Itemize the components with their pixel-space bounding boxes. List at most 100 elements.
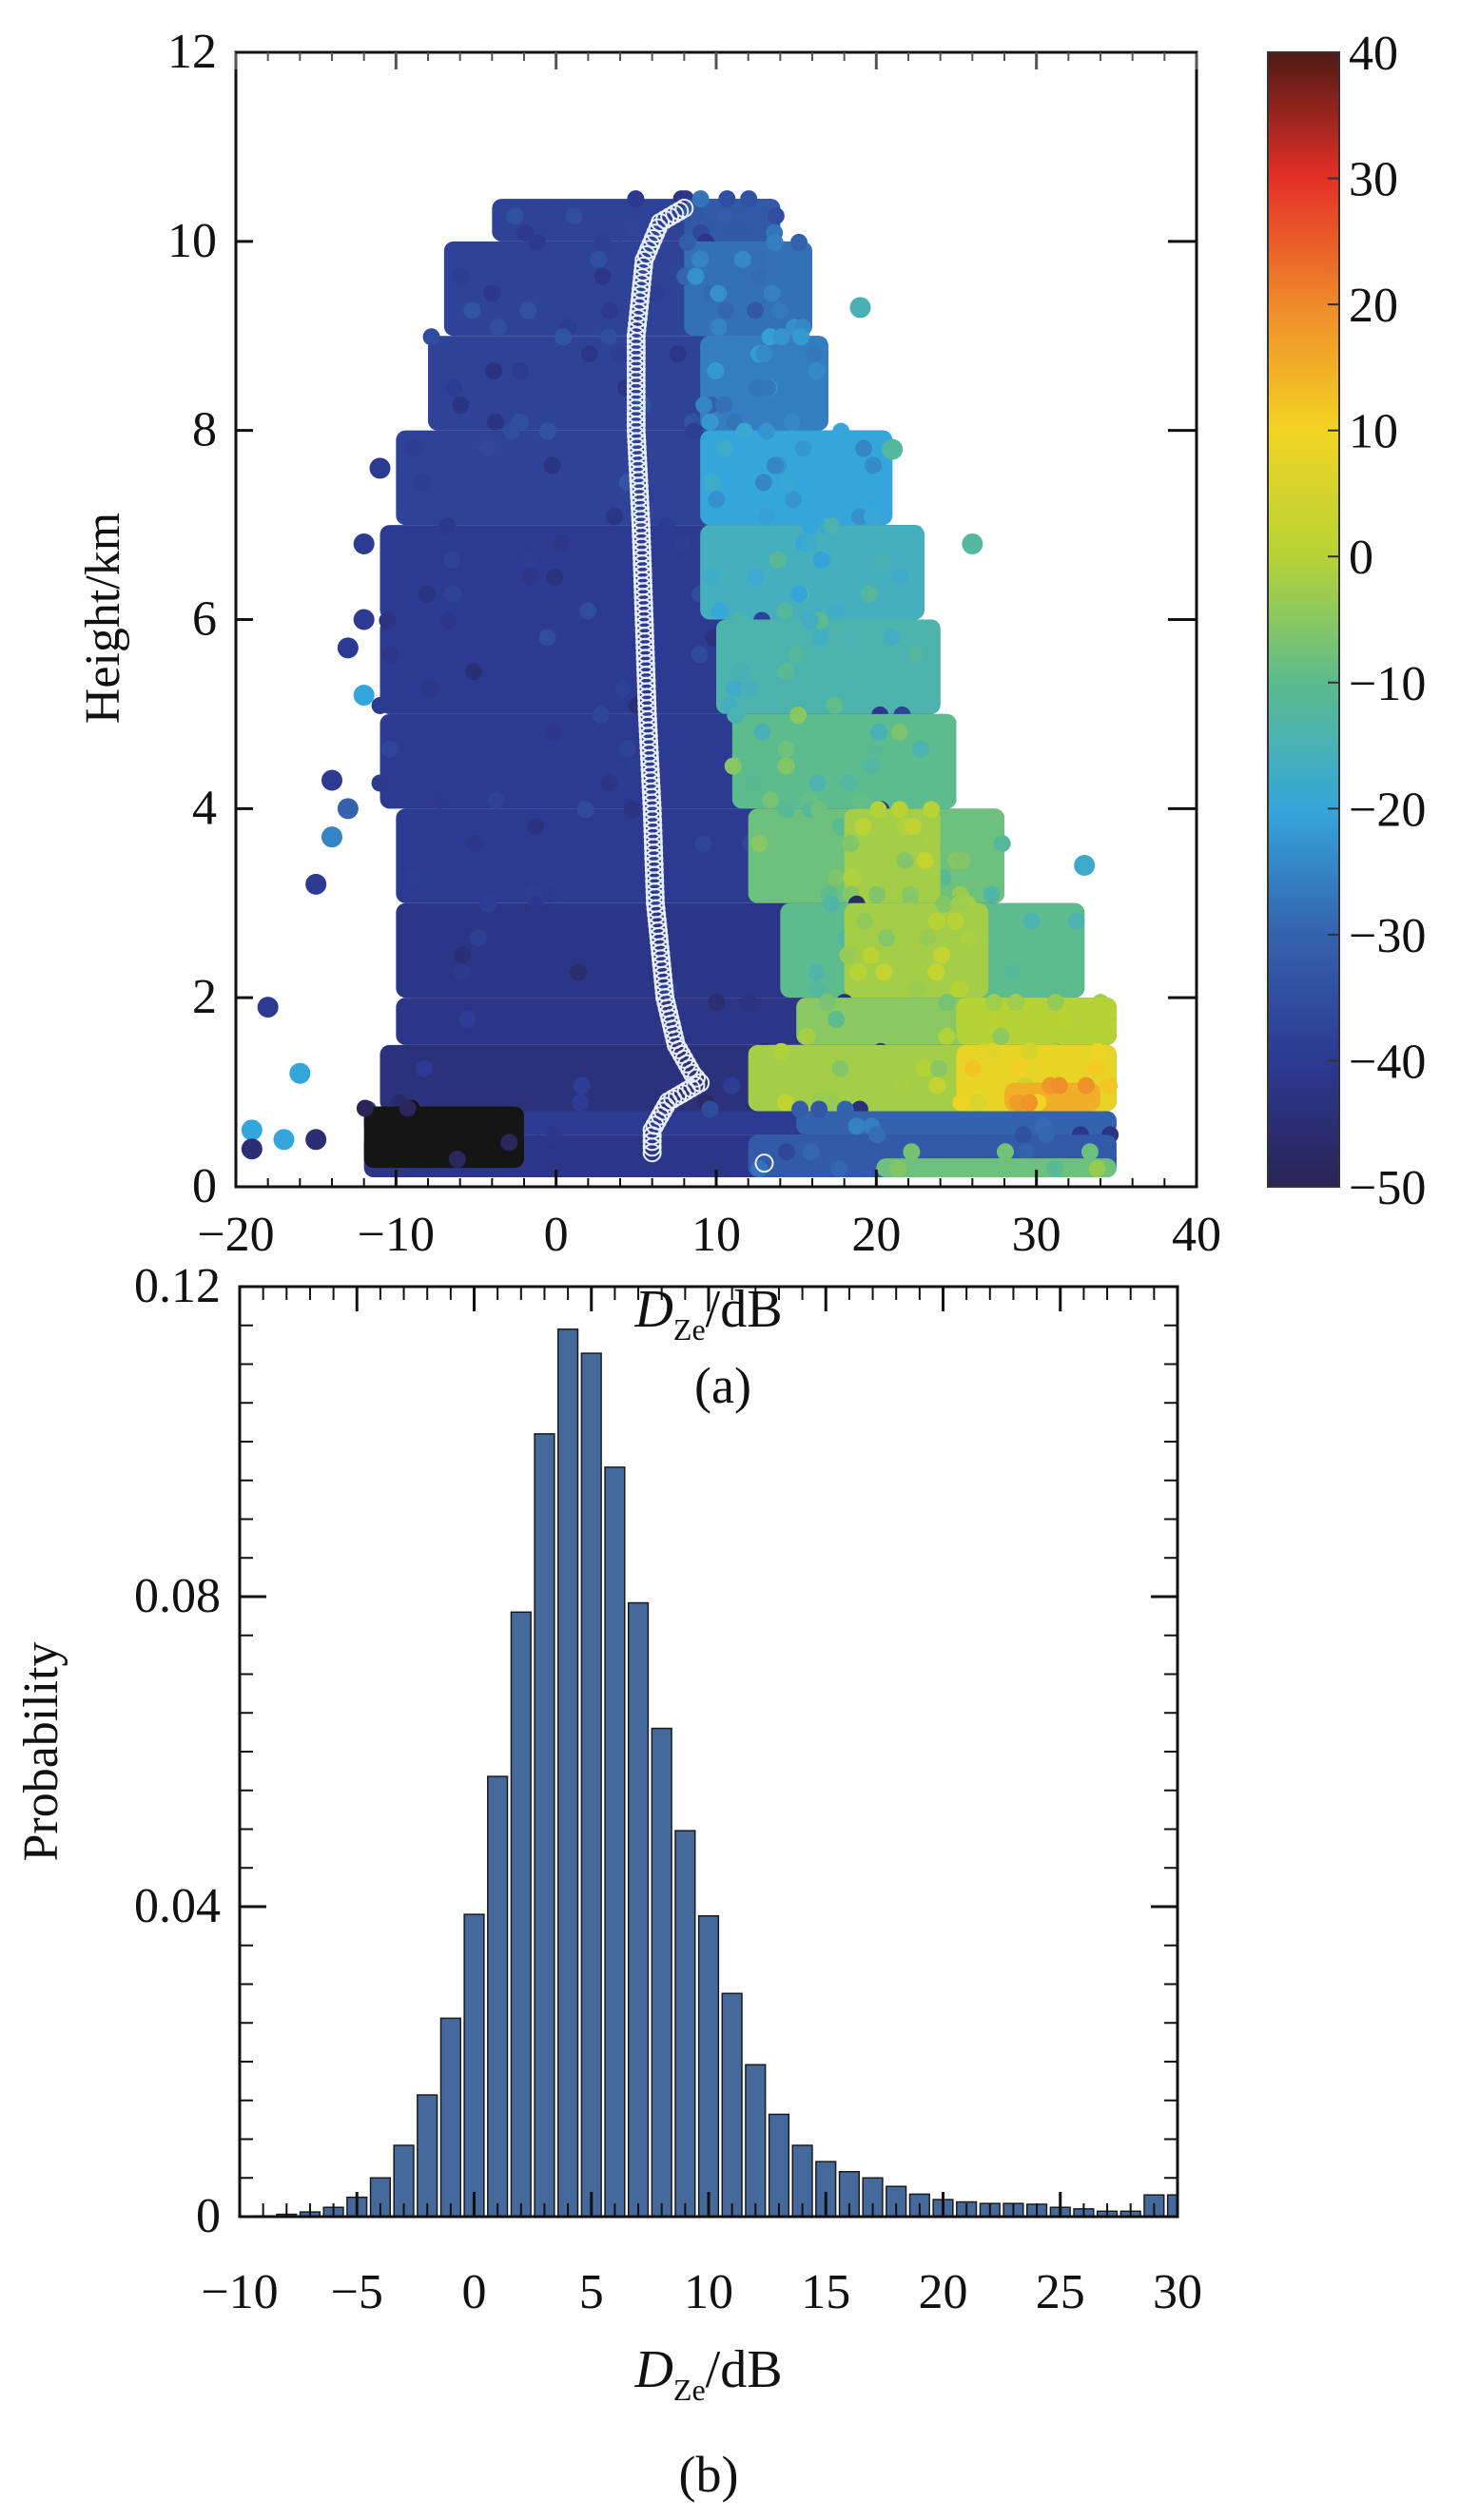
- heatmap-point: [613, 680, 632, 698]
- heatmap-point: [952, 1094, 970, 1112]
- colorbar-tick-label: −50: [1349, 1161, 1426, 1215]
- heatmap-point: [371, 696, 389, 714]
- heatmap-point: [777, 740, 795, 758]
- heatmap-point: [1003, 963, 1022, 981]
- scatter-point: [273, 1129, 295, 1151]
- profile-marker: [668, 1086, 688, 1106]
- heatmap-point: [919, 929, 937, 947]
- y-tick-label-b: 0.08: [134, 1569, 221, 1623]
- heatmap-point: [576, 801, 594, 819]
- heatmap-point: [724, 757, 742, 775]
- profile-marker: [666, 1035, 686, 1055]
- heatmap-point: [1050, 1076, 1068, 1095]
- heatmap-point: [703, 474, 721, 492]
- profile-marker: [754, 1153, 774, 1173]
- profile-marker: [686, 1076, 706, 1095]
- heatmap-point: [463, 301, 481, 320]
- heatmap-point: [866, 868, 885, 886]
- heatmap-point: [928, 1076, 946, 1095]
- heatmap-point: [483, 284, 501, 302]
- y-tick-label-b: 0: [196, 2189, 221, 2243]
- heatmap-point: [687, 267, 705, 285]
- heatmap-point: [543, 456, 561, 475]
- heatmap-point: [538, 629, 556, 647]
- histogram-bar: [417, 2094, 438, 2217]
- heatmap-point: [953, 852, 971, 870]
- heatmap-point: [960, 929, 978, 947]
- histogram-bars: [252, 1328, 1178, 2217]
- profile-marker: [679, 1058, 699, 1078]
- heatmap-point: [528, 233, 546, 251]
- heatmap-point: [810, 646, 828, 664]
- heatmap-cell-band: [876, 1158, 1117, 1178]
- heatmap-point: [529, 1117, 547, 1135]
- heatmap-point: [808, 980, 826, 998]
- x-tick-label-b: 20: [919, 2265, 968, 2319]
- x-tick-label-a: 10: [691, 1208, 741, 1262]
- x-tick-label-b: 0: [462, 2265, 487, 2319]
- heatmap-point: [969, 1094, 987, 1112]
- heatmap-point: [553, 533, 571, 552]
- heatmap-point: [869, 801, 887, 819]
- heatmap-point: [1022, 912, 1041, 930]
- heatmap-point: [938, 994, 956, 1012]
- heatmap-data: [241, 190, 1119, 1178]
- heatmap-point: [594, 267, 612, 285]
- heatmap-point: [453, 963, 471, 981]
- heatmap-point: [478, 439, 496, 457]
- heatmap-point: [569, 963, 587, 981]
- heatmap-point: [744, 774, 762, 792]
- heatmap-point: [1008, 1059, 1026, 1077]
- panel-b-histogram: −10 −5 0 5 10 15 20 25 30 0 0.04 0.08 0.12 Probabili…: [14, 1259, 1202, 2503]
- heatmap-point: [842, 835, 860, 853]
- heatmap-point: [691, 250, 710, 268]
- heatmap-point: [808, 362, 826, 380]
- scatter-point: [849, 297, 871, 319]
- histogram-bar: [580, 1352, 602, 2217]
- histogram-bar: [862, 2177, 884, 2217]
- heatmap-point: [832, 422, 850, 440]
- histogram-bar: [510, 1611, 532, 2217]
- heatmap-point: [984, 994, 1003, 1012]
- scatter-point: [241, 1138, 263, 1160]
- heatmap-point: [805, 345, 823, 363]
- heatmap-point: [923, 835, 941, 853]
- profile-marker: [669, 1039, 689, 1059]
- heatmap-point: [1045, 1160, 1063, 1178]
- scatter-point: [321, 826, 342, 848]
- heatmap-point: [993, 835, 1011, 853]
- heatmap-point: [691, 646, 709, 664]
- histogram-bar: [697, 1915, 720, 2217]
- scatter-point: [257, 997, 279, 1018]
- scatter-point: [305, 873, 327, 895]
- heatmap-point: [757, 422, 775, 440]
- heatmap-point: [1046, 994, 1064, 1012]
- profile-marker: [642, 1137, 662, 1157]
- profile-marker: [665, 204, 685, 224]
- scatter-point: [369, 457, 391, 479]
- heatmap-point: [565, 206, 583, 224]
- scatter-point: [1074, 854, 1096, 876]
- histogram-bar: [463, 1913, 485, 2217]
- x-label-a-sub: Ze: [673, 1312, 706, 1347]
- profile-marker: [660, 206, 680, 226]
- heatmap-point: [729, 223, 747, 242]
- heatmap-point: [818, 994, 836, 1012]
- heatmap-point: [572, 1094, 590, 1112]
- heatmap-point: [691, 190, 710, 208]
- scatter-point: [337, 798, 359, 820]
- heatmap-point: [933, 946, 951, 964]
- heatmap-point: [580, 345, 598, 363]
- heatmap-point: [790, 233, 808, 251]
- heatmap-point: [673, 533, 691, 552]
- x-tick-label-b: −10: [201, 2265, 278, 2319]
- heatmap-point: [923, 801, 941, 819]
- heatmap-point: [777, 801, 795, 819]
- heatmap-point: [541, 885, 559, 903]
- heatmap-point: [381, 646, 399, 664]
- heatmap-point: [893, 1076, 911, 1095]
- scatter-point: [337, 637, 359, 659]
- histogram-bar: [886, 2185, 907, 2217]
